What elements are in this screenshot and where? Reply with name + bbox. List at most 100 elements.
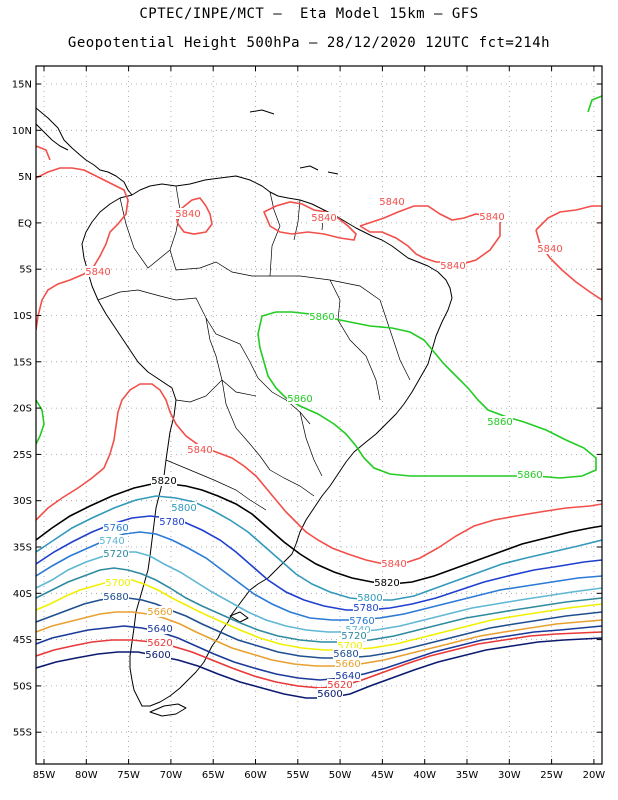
lon-label: 80W <box>75 770 98 781</box>
contour-label-bg <box>349 615 375 626</box>
lon-label: 20W <box>583 770 606 781</box>
lon-label: 50W <box>329 770 352 781</box>
contour-label: 5840 <box>187 445 212 456</box>
contour-5780 <box>36 515 602 611</box>
contour-5860-main <box>257 311 597 479</box>
contour-5840-amazon <box>175 197 213 235</box>
contour-5840-guiana <box>262 201 357 241</box>
contour-label: 5840 <box>537 244 562 255</box>
contour-5720 <box>36 567 602 643</box>
contour-label: 5840 <box>311 213 336 224</box>
contour-label: 5700 <box>337 641 362 652</box>
contour-5820 <box>36 483 602 585</box>
contour-label-bg <box>537 243 563 254</box>
contour-5860-left <box>36 399 45 445</box>
contour-5840-north-b <box>36 145 51 161</box>
lat-label: 45S <box>13 635 32 646</box>
lat-label: EQ <box>18 218 32 229</box>
lon-label: 35W <box>456 770 479 781</box>
contour-label: 5860 <box>309 312 334 323</box>
contour-label: 5840 <box>440 261 465 272</box>
contour-label-bg <box>105 577 131 588</box>
contour-label: 5640 <box>147 624 172 635</box>
contour-label-bg <box>175 208 201 219</box>
lon-label: 65W <box>202 770 225 781</box>
contour-label: 5860 <box>517 470 542 481</box>
contour-label: 5800 <box>357 593 382 604</box>
contour-label-bg <box>337 640 363 651</box>
lat-label: 55S <box>13 728 32 739</box>
lat-label: 15S <box>13 357 32 368</box>
contour-labels: 5840 5840 5840 5840 5840 5840 5840 5840 5840 5860… <box>85 196 563 700</box>
contour-label: 5840 <box>479 212 504 223</box>
contour-5840-atlantic <box>535 205 602 300</box>
contour-label-bg <box>171 502 197 513</box>
contour-label-bg <box>327 679 353 690</box>
contour-5840-atlantic-b <box>535 229 602 301</box>
map-frame <box>35 65 603 765</box>
lat-label: 35S <box>13 543 32 554</box>
contour-label: 5700 <box>105 578 130 589</box>
contour-label: 5720 <box>341 631 366 642</box>
contour-label: 5840 <box>175 209 200 220</box>
lat-label: 50S <box>13 681 32 692</box>
contour-5860-ne <box>587 95 602 113</box>
contour-label-bg <box>335 670 361 681</box>
contour-label-bg <box>353 602 379 613</box>
contour-label-bg <box>379 196 405 207</box>
contour-label-bg <box>309 311 335 322</box>
contour-label-bg <box>440 260 466 271</box>
contour-label-bg <box>374 577 400 588</box>
contour-label-bg <box>335 658 361 669</box>
contour-label: 5780 <box>353 603 378 614</box>
contour-label: 5600 <box>145 650 170 661</box>
contour-label-bg <box>311 212 337 223</box>
contour-label: 5720 <box>103 549 128 560</box>
contour-lines <box>36 95 602 699</box>
lon-label: 45W <box>371 770 394 781</box>
contour-label: 5620 <box>327 680 352 691</box>
contour-label-bg <box>147 606 173 617</box>
contour-label-bg <box>103 591 129 602</box>
chart-subtitle: Geopotential Height 500hPa – 28/12/2020 … <box>67 35 551 51</box>
contour-label: 5680 <box>333 649 358 660</box>
contour-label-bg <box>159 516 185 527</box>
contour-5620 <box>36 631 602 689</box>
lon-label: 40W <box>413 770 436 781</box>
contour-label-bg <box>85 266 111 277</box>
lat-label: 40S <box>13 589 32 600</box>
contour-5600 <box>36 637 602 699</box>
contour-label-bg <box>341 630 367 641</box>
contour-label: 5860 <box>487 417 512 428</box>
contour-5800 <box>36 495 602 601</box>
contour-5840-ne <box>359 205 501 265</box>
contour-label-bg <box>145 649 171 660</box>
contour-label-bg <box>151 475 177 486</box>
contour-label: 5860 <box>287 394 312 405</box>
contour-label: 5680 <box>103 592 128 603</box>
contour-5640 <box>36 625 602 681</box>
coastline-borders <box>36 107 453 717</box>
contour-label-bg <box>487 416 513 427</box>
lon-label: 30W <box>498 770 521 781</box>
contour-label: 5620 <box>147 638 172 649</box>
contour-label-bg <box>99 535 125 546</box>
contour-5840-south <box>36 383 602 565</box>
contour-5660 <box>36 611 602 667</box>
contour-label: 5740 <box>99 536 124 547</box>
contour-label-bg <box>357 592 383 603</box>
lon-label: 60W <box>244 770 267 781</box>
contour-label: 5660 <box>335 659 360 670</box>
contour-5840-north <box>36 167 129 331</box>
contour-label: 5760 <box>349 616 374 627</box>
lat-label: 5N <box>18 172 32 183</box>
contour-label: 5820 <box>374 578 399 589</box>
contour-label: 5840 <box>379 197 404 208</box>
contour-label-bg <box>333 648 359 659</box>
contour-label-bg <box>287 393 313 404</box>
chart-title: CPTEC/INPE/MCT – Eta Model 15km – GFS <box>139 6 479 22</box>
contour-label: 5840 <box>85 267 110 278</box>
contour-label-bg <box>103 522 129 533</box>
contour-label-bg <box>317 688 343 699</box>
